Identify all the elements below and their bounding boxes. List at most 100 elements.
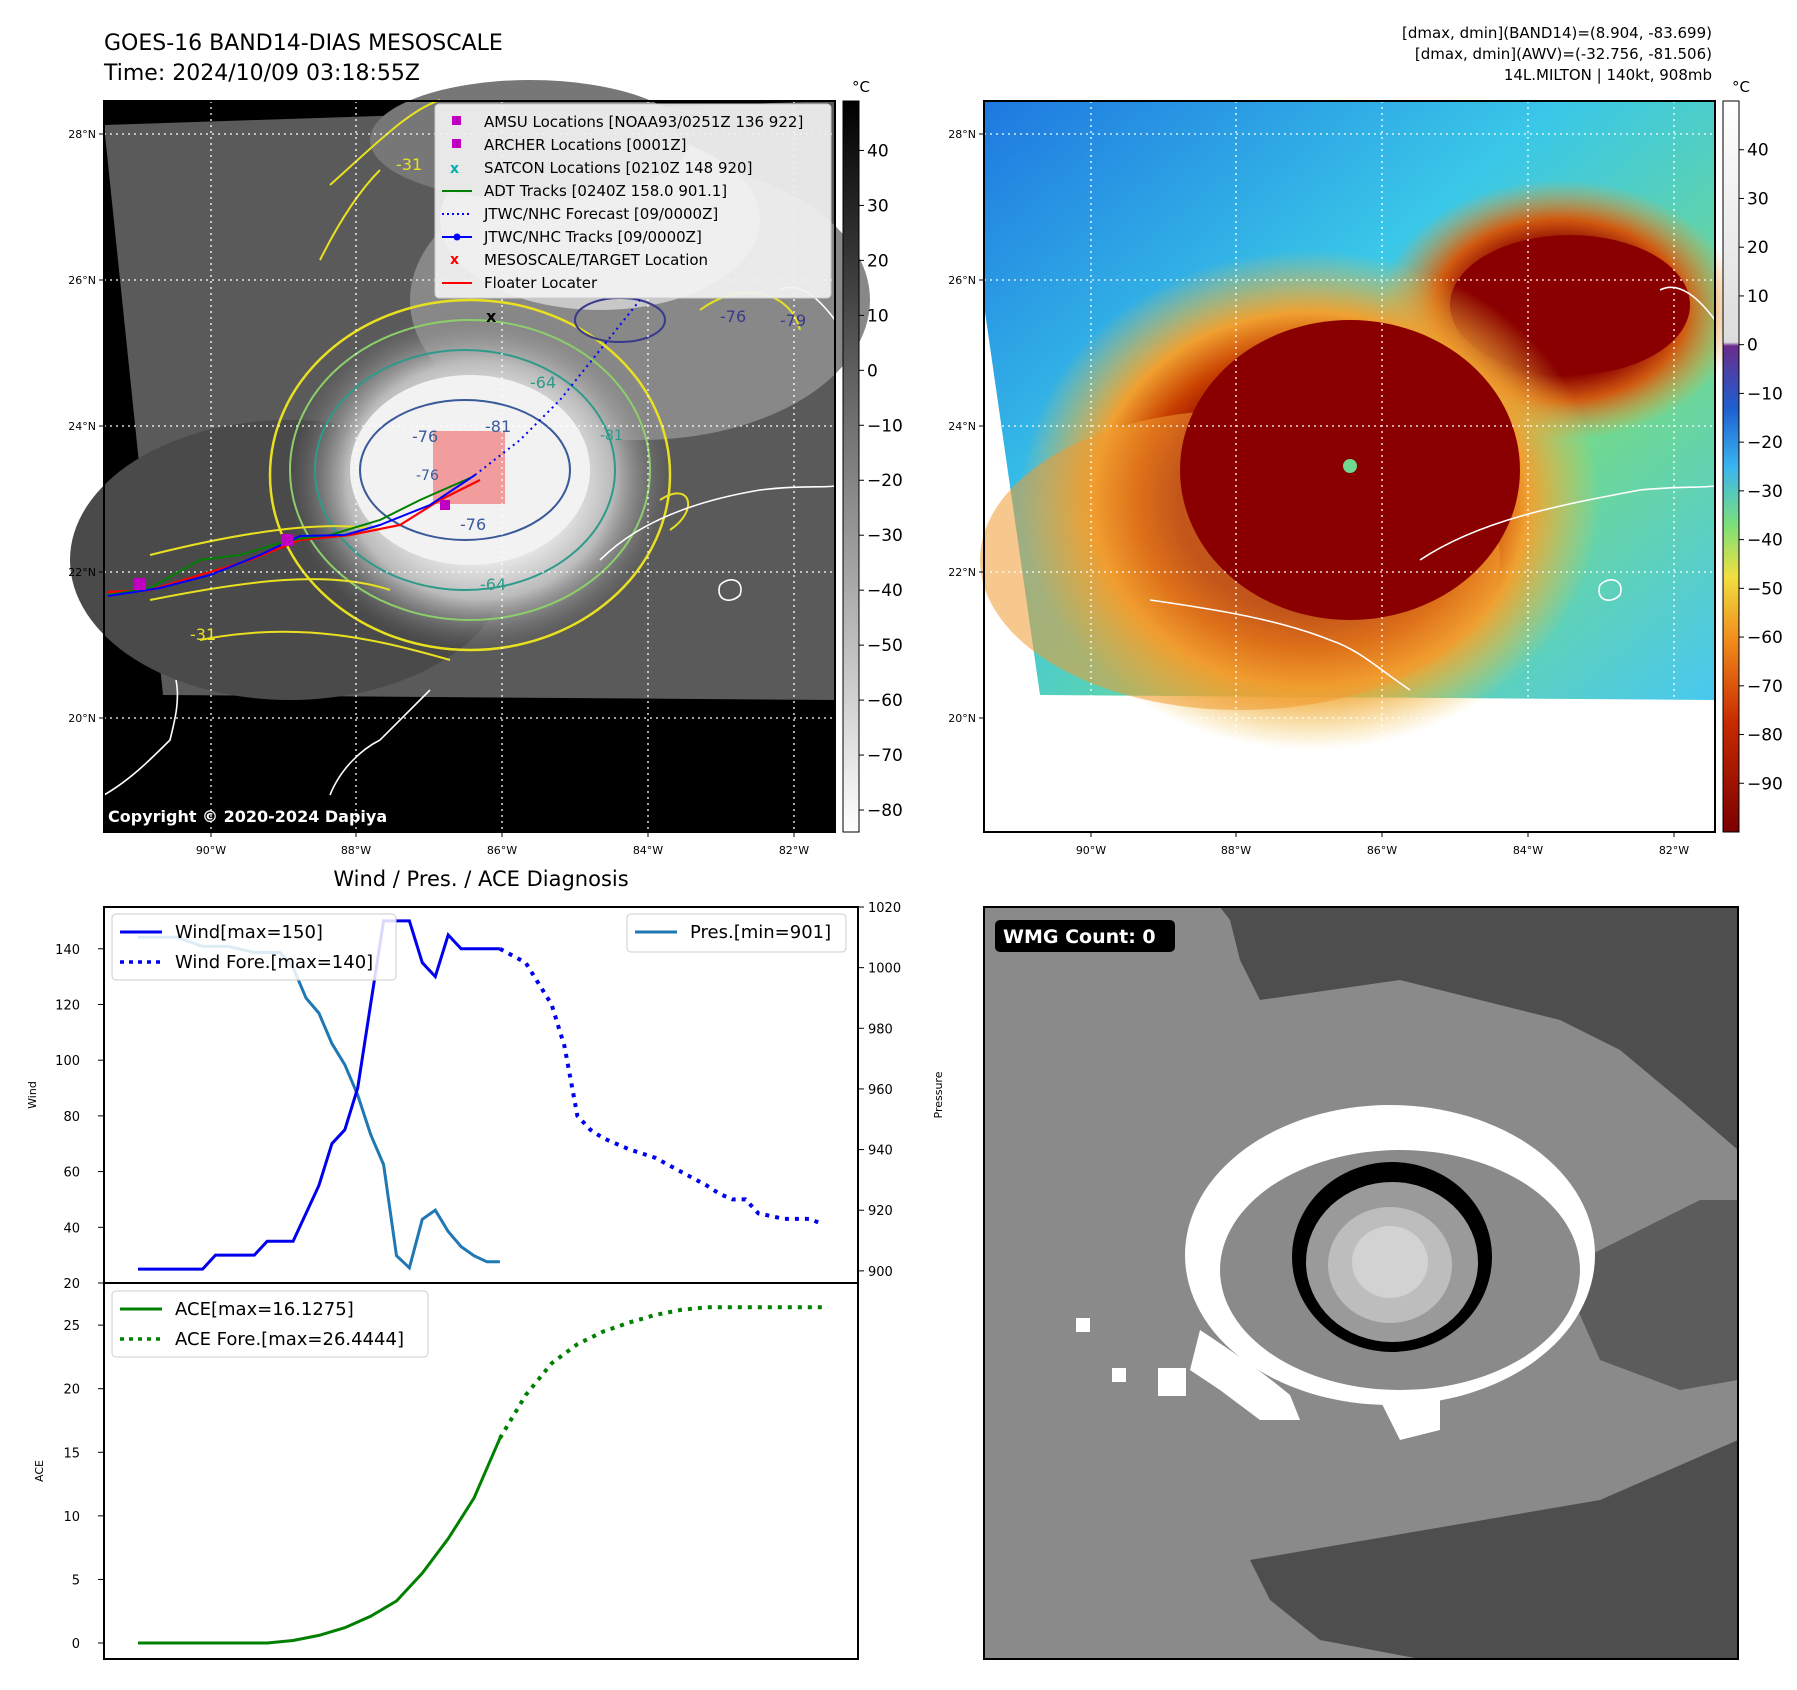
pressure-tick-label: 980: [868, 1022, 893, 1037]
legend-floater: Floater Locater: [484, 274, 598, 292]
diagnosis-title: Wind / Pres. / ACE Diagnosis: [333, 867, 628, 891]
colorbar-tick-label: 20: [867, 251, 889, 271]
colorbar-tick-label: −60: [1747, 628, 1783, 648]
contour-label-6: -76: [720, 307, 746, 326]
map1-lat-label: 28°N: [68, 128, 96, 141]
color-satellite-map: [980, 100, 1740, 833]
archer-marker: [452, 139, 461, 148]
dmax-awv: [dmax, dmin](AWV)=(-32.756, -81.506): [1415, 45, 1712, 63]
pressure-tick-label: 940: [868, 1144, 893, 1159]
map1-lat-label: 24°N: [68, 420, 96, 433]
contour-label-1: -76: [412, 427, 438, 446]
ace-axis-label: ACE: [33, 1460, 46, 1482]
pressure-tick-label: 900: [868, 1265, 893, 1280]
wind-tick-label: 120: [55, 998, 80, 1013]
wind-axis-label: Wind: [26, 1081, 39, 1109]
colorbar-tick-label: −70: [867, 746, 903, 766]
map2-lon-label: 86°W: [1367, 844, 1397, 857]
map2-lat-labels: 28°N 26°N 24°N 22°N 20°N: [948, 128, 984, 725]
colorbar-tick-label: −10: [867, 416, 903, 436]
map1-lon-label: 86°W: [487, 844, 517, 857]
contour-label-2: -81: [485, 417, 511, 436]
colorbar-tick-label: −40: [1747, 531, 1783, 551]
map1-lat-labels: 28°N 26°N 24°N 22°N 20°N: [68, 128, 104, 725]
pressure-tick-label: 960: [868, 1083, 893, 1098]
contour-label-11: -81: [600, 428, 623, 444]
colorbar-tick-label: −80: [867, 801, 903, 821]
ace-forecast-line: [498, 1305, 823, 1440]
colorbar-tick-label: −80: [1747, 726, 1783, 746]
wind-tick-label: 80: [63, 1110, 80, 1125]
wind-pressure-chart: 140 120 100 80 60 40 20 1020 1000 980 960 940 920 90…: [26, 901, 945, 1292]
map1-lat-label: 22°N: [68, 566, 96, 579]
figure-title: GOES-16 BAND14-DIAS MESOSCALE: [104, 31, 503, 56]
map1-lon-label: 84°W: [633, 844, 663, 857]
wind-tick-label: 140: [55, 943, 80, 958]
figure-time: Time: 2024/10/09 03:18:55Z: [103, 61, 420, 86]
map2-lon-label: 82°W: [1659, 844, 1689, 857]
map-legend: AMSU Locations [NOAA93/0251Z 136 922] AR…: [434, 103, 832, 299]
map2-lon-label: 88°W: [1221, 844, 1251, 857]
map2-lon-label: 90°W: [1076, 844, 1106, 857]
ace-tick-label: 0: [72, 1637, 80, 1652]
map2-lat-label: 24°N: [948, 420, 976, 433]
legend-amsu: AMSU Locations [NOAA93/0251Z 136 922]: [484, 113, 803, 131]
legend-target: MESOSCALE/TARGET Location: [484, 251, 708, 269]
satcon-marker: x: [450, 161, 459, 177]
colorbar-tick-label: 40: [867, 141, 889, 161]
ace-chart: 25 20 15 10 5 0 ACE ACE[max=16.1275] ACE Fore…: [33, 1282, 859, 1660]
legend-ace-fore: ACE Fore.[max=26.4444]: [175, 1329, 404, 1350]
colorbar-tick-label: −90: [1747, 774, 1783, 794]
legend-satcon: SATCON Locations [0210Z 148 920]: [484, 159, 752, 177]
colorbar-tick-label: −50: [1747, 579, 1783, 599]
colorbar-tick-label: 20: [1747, 238, 1769, 258]
colorbar-tick-label: −60: [867, 691, 903, 711]
wmg-badge: [995, 920, 1175, 952]
colorbar-tick-label: −30: [867, 526, 903, 546]
colorbar-tick-label: −50: [867, 636, 903, 656]
legend-forecast: JTWC/NHC Forecast [09/0000Z]: [483, 205, 718, 223]
legend-wind-fore: Wind Fore.[max=140]: [175, 952, 373, 973]
map1-lat-label: 20°N: [68, 712, 96, 725]
target-marker: x: [450, 252, 459, 268]
contour-label-8: -31: [396, 155, 422, 174]
map2-lat-label: 28°N: [948, 128, 976, 141]
map1-lon-labels: 90°W 88°W 86°W 84°W 82°W: [196, 832, 809, 857]
map2-lon-label: 84°W: [1513, 844, 1543, 857]
color-colorbar-unit: °C: [1732, 78, 1750, 96]
colorbar-tick-label: −70: [1747, 677, 1783, 697]
svg-text:x: x: [486, 307, 497, 326]
contour-label-7: -79: [780, 311, 806, 330]
colorbar-tick-label: 40: [1747, 141, 1769, 161]
pressure-tick-label: 1000: [868, 962, 901, 977]
legend-archer: ARCHER Locations [0001Z]: [484, 136, 687, 154]
pressure-axis-label: Pressure: [932, 1071, 945, 1118]
colorbar-tick-label: 10: [867, 306, 889, 326]
dmax-band14: [dmax, dmin](BAND14)=(8.904, -83.699): [1402, 24, 1712, 42]
wmg-badge-text: WMG Count: 0: [1003, 926, 1156, 948]
ace-line: [138, 1437, 502, 1645]
contour-label-5: -64: [480, 575, 506, 594]
map1-lon-label: 90°W: [196, 844, 226, 857]
colorbar-tick-label: 0: [867, 361, 878, 381]
amsu-marker: [452, 116, 461, 125]
ace-tick-label: 15: [63, 1446, 80, 1461]
wind-tick-label: 40: [63, 1221, 80, 1236]
contour-label-3: -64: [530, 373, 556, 392]
gray-colorbar-unit: °C: [852, 78, 870, 96]
map2-lat-label: 22°N: [948, 566, 976, 579]
legend-tracks: JTWC/NHC Tracks [09/0000Z]: [483, 228, 702, 246]
wind-line: [138, 919, 500, 1271]
map2-lon-labels: 90°W 88°W 86°W 84°W 82°W: [1076, 832, 1689, 857]
wind-tick-label: 100: [55, 1054, 80, 1069]
wmg-panel: WMG Count: 0: [983, 906, 1739, 1660]
copyright-text: Copyright © 2020-2024 Dapiya: [108, 807, 387, 826]
color-colorbar: °C 40 30 20 10 0 −10 −20 −30 −40 −50 −60 −70 −80 −90: [1722, 78, 1783, 833]
ace-tick-label: 25: [63, 1319, 80, 1334]
legend-wind: Wind[max=150]: [175, 922, 323, 943]
map2-lat-label: 26°N: [948, 274, 976, 287]
map2-lat-label: 20°N: [948, 712, 976, 725]
storm-info: 14L.MILTON | 140kt, 908mb: [1504, 66, 1712, 84]
colorbar-tick-label: −10: [1747, 384, 1783, 404]
colorbar-tick-label: −20: [867, 471, 903, 491]
